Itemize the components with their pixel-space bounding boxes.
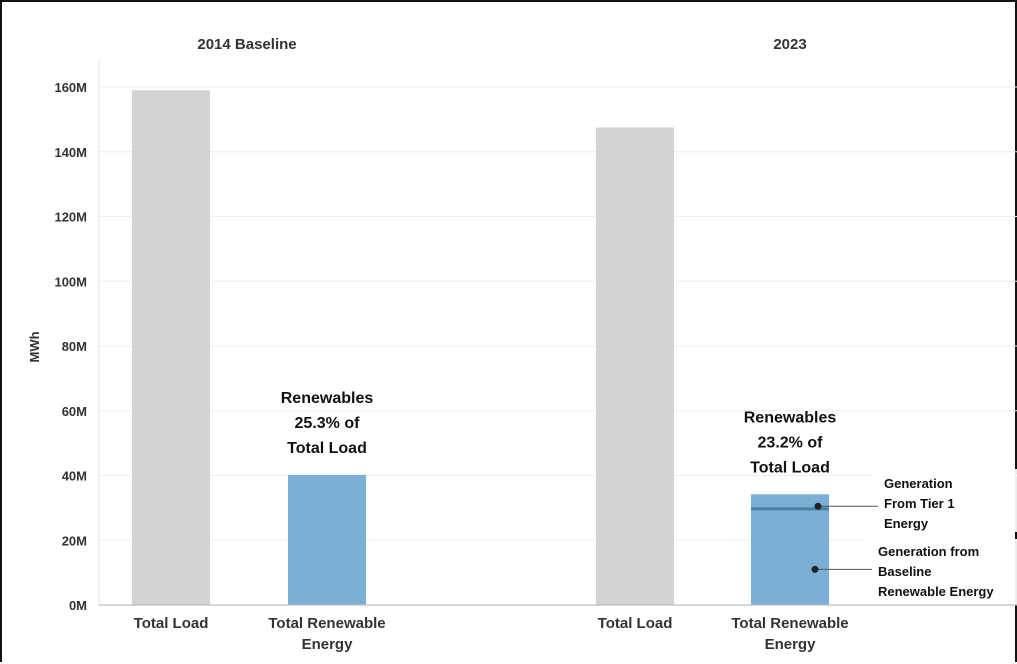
renewables-share-label: Total Load bbox=[750, 459, 830, 476]
annotation-label: Generation from bbox=[878, 544, 979, 559]
panel-title: 2014 Baseline bbox=[197, 36, 296, 53]
y-tick-label: 100M bbox=[54, 274, 87, 289]
y-tick-label: 40M bbox=[62, 469, 87, 484]
renewables-share-label: Total Load bbox=[287, 440, 367, 457]
annotation-label: From Tier 1 bbox=[884, 496, 955, 511]
renewables-share-label: Renewables bbox=[744, 409, 837, 426]
bar-total-renewable bbox=[288, 474, 366, 605]
annotation-box bbox=[864, 539, 1017, 605]
panel-title: 2023 bbox=[773, 36, 806, 53]
bar-total-load bbox=[596, 127, 674, 605]
bar-total-load bbox=[132, 90, 210, 606]
category-label: Total Load bbox=[134, 615, 209, 632]
annotation-label: Baseline bbox=[878, 564, 931, 579]
y-tick-label: 0M bbox=[69, 598, 87, 613]
y-axis-label: MWh bbox=[27, 331, 42, 362]
y-tick-label: 60M bbox=[62, 404, 87, 419]
renewables-share-label: 25.3% of bbox=[295, 415, 361, 432]
bar-total-renewable bbox=[751, 494, 829, 605]
annotation-label: Energy bbox=[884, 516, 929, 531]
annotation-box bbox=[870, 469, 1017, 532]
renewables-share-label: Renewables bbox=[281, 390, 374, 407]
y-tick-label: 20M bbox=[62, 533, 87, 548]
annotation-dot bbox=[814, 502, 822, 510]
category-label: Energy bbox=[302, 636, 354, 653]
annotation-dot bbox=[811, 565, 819, 573]
y-tick-label: 160M bbox=[54, 80, 87, 95]
category-label: Total Load bbox=[598, 615, 673, 632]
y-tick-label: 120M bbox=[54, 210, 87, 225]
annotation-label: Renewable Energy bbox=[878, 584, 994, 599]
category-label: Total Renewable bbox=[731, 615, 848, 632]
annotation-label: Generation bbox=[884, 476, 953, 491]
category-label: Energy bbox=[765, 636, 817, 653]
category-label: Total Renewable bbox=[268, 615, 385, 632]
y-tick-label: 80M bbox=[62, 339, 87, 354]
y-tick-label: 140M bbox=[54, 145, 87, 160]
renewables-share-label: 23.2% of bbox=[758, 434, 824, 451]
